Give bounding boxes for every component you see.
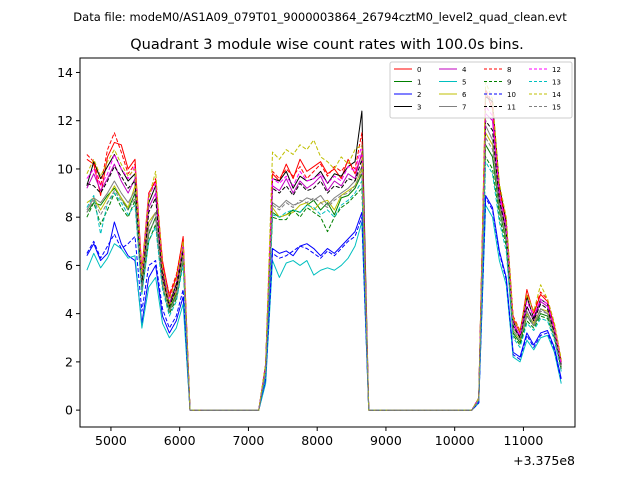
y-tick-label: 8	[65, 210, 73, 225]
x-tick-label: 11000	[504, 433, 544, 448]
legend-label-12: 12	[552, 66, 561, 74]
series-line-14	[86, 81, 562, 411]
x-offset-label: +3.375e8	[513, 453, 575, 468]
y-tick-label: 12	[57, 113, 73, 128]
series-line-15	[86, 137, 562, 411]
x-tick-label: 6000	[164, 433, 196, 448]
series-layer	[86, 81, 562, 411]
legend-label-1: 1	[417, 79, 421, 87]
legend-label-9: 9	[507, 79, 511, 87]
y-tick-label: 10	[57, 161, 73, 176]
legend-label-6: 6	[462, 91, 467, 99]
legend-label-7: 7	[462, 104, 466, 112]
legend-label-8: 8	[507, 66, 511, 74]
x-tick-label: 9000	[370, 433, 402, 448]
suptitle: Data file: modeM0/AS1A09_079T01_90000038…	[73, 10, 567, 24]
x-tick-label: 10000	[435, 433, 475, 448]
axes-frame	[79, 57, 576, 428]
y-tick-label: 0	[65, 403, 73, 418]
legend-label-4: 4	[462, 66, 467, 74]
legend-label-2: 2	[417, 91, 421, 99]
x-tick-label: 5000	[95, 433, 127, 448]
x-tick-label: 8000	[301, 433, 333, 448]
y-axis: 0 2 4 6 8 10 12 14	[57, 65, 80, 418]
plot-area: 5000 6000 7000 8000 9000 10000 11000 024681012…	[57, 57, 576, 448]
legend-box	[389, 61, 573, 119]
chart-title: Quadrant 3 module wise count rates with …	[130, 37, 524, 53]
legend-label-0: 0	[417, 66, 421, 74]
legend-label-13: 13	[552, 79, 561, 87]
y-tick-label: 6	[65, 258, 73, 273]
series-line-2	[86, 194, 562, 411]
series-line-13	[86, 161, 562, 411]
legend-label-14: 14	[552, 91, 561, 99]
legend-label-5: 5	[462, 79, 466, 87]
legend-label-11: 11	[507, 104, 516, 112]
legend-label-3: 3	[417, 104, 421, 112]
y-tick-label: 14	[57, 65, 73, 80]
x-axis: 5000 6000 7000 8000 9000 10000 11000	[95, 427, 543, 448]
x-tick-label: 7000	[233, 433, 265, 448]
y-tick-label: 2	[65, 354, 73, 369]
series-line-11	[86, 120, 562, 411]
series-line-5	[86, 204, 562, 411]
legend-label-15: 15	[552, 104, 561, 112]
y-tick-label: 4	[65, 306, 73, 321]
series-line-10	[86, 197, 562, 411]
legend-label-10: 10	[507, 91, 516, 99]
